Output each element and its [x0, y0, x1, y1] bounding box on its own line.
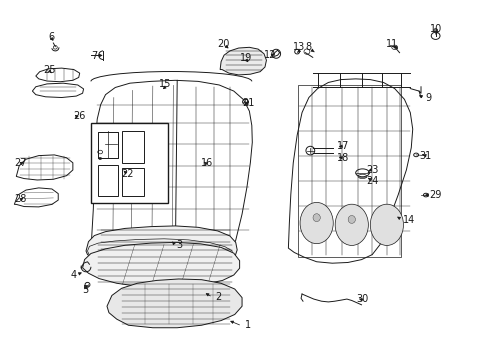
- Text: 11: 11: [385, 40, 397, 49]
- Text: 8: 8: [305, 42, 311, 52]
- Polygon shape: [107, 279, 242, 328]
- Ellipse shape: [433, 29, 437, 32]
- Text: 4: 4: [70, 270, 76, 280]
- Text: 20: 20: [217, 39, 229, 49]
- Polygon shape: [220, 47, 266, 75]
- Text: 5: 5: [82, 285, 89, 296]
- Text: 30: 30: [356, 294, 368, 304]
- Bar: [98, 165, 118, 196]
- Text: 28: 28: [14, 194, 27, 204]
- Text: 21: 21: [242, 98, 254, 108]
- Text: 25: 25: [43, 64, 56, 75]
- Polygon shape: [82, 242, 239, 287]
- Bar: [122, 168, 143, 196]
- Text: 6: 6: [48, 32, 55, 41]
- Text: 14: 14: [402, 215, 414, 225]
- Text: 19: 19: [239, 53, 251, 63]
- Text: 13: 13: [293, 42, 305, 52]
- Text: 27: 27: [14, 158, 27, 168]
- Ellipse shape: [312, 214, 320, 222]
- Text: 22: 22: [122, 168, 134, 179]
- Text: 3: 3: [176, 239, 182, 249]
- Text: 9: 9: [424, 93, 430, 103]
- Text: 23: 23: [366, 165, 378, 175]
- Bar: [298, 85, 400, 257]
- Bar: [98, 132, 118, 158]
- Polygon shape: [86, 226, 237, 269]
- Bar: [122, 131, 143, 163]
- Bar: [98, 132, 118, 158]
- Text: 29: 29: [428, 190, 440, 200]
- Text: 2: 2: [215, 292, 221, 302]
- Text: 12: 12: [264, 50, 276, 60]
- Text: 1: 1: [244, 320, 250, 330]
- FancyBboxPatch shape: [91, 123, 167, 203]
- Text: 15: 15: [159, 79, 171, 89]
- Text: 24: 24: [366, 176, 378, 186]
- Ellipse shape: [300, 202, 332, 244]
- Ellipse shape: [369, 204, 403, 246]
- Ellipse shape: [334, 204, 367, 246]
- Text: 18: 18: [336, 153, 349, 163]
- Text: 7: 7: [91, 51, 97, 61]
- Ellipse shape: [347, 216, 355, 224]
- Text: 16: 16: [200, 158, 212, 168]
- Text: 17: 17: [336, 141, 349, 151]
- Text: 10: 10: [429, 24, 441, 35]
- Ellipse shape: [99, 157, 102, 159]
- Text: 26: 26: [73, 111, 85, 121]
- Text: 31: 31: [418, 150, 430, 161]
